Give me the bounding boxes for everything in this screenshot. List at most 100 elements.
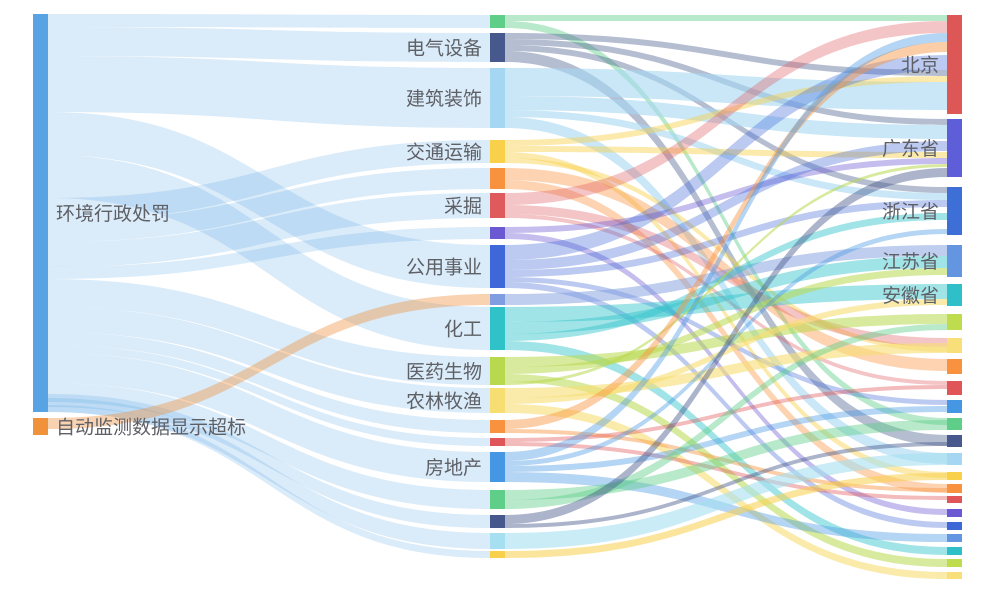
sankey-link-M2-R1[interactable] — [505, 33, 947, 76]
sankey-node-R7[interactable] — [947, 338, 962, 353]
sankey-link-M13-R1[interactable] — [505, 42, 947, 429]
sankey-link-M15-R1[interactable] — [505, 33, 947, 461]
sankey-link-M3-R3[interactable] — [505, 110, 947, 200]
sankey-link-M19-R14[interactable] — [505, 473, 947, 558]
sankey-link-A-M4[interactable] — [48, 140, 490, 221]
sankey-node-M13[interactable] — [490, 420, 505, 433]
sankey-node-M19[interactable] — [490, 551, 505, 558]
sankey-node-R17[interactable] — [947, 509, 962, 517]
sankey-node-M15[interactable] — [490, 452, 505, 482]
sankey-node-R1[interactable] — [947, 15, 962, 114]
sankey-link-M10-R20[interactable] — [505, 341, 947, 555]
sankey-link-A-M16[interactable] — [48, 383, 490, 509]
sankey-link-M1-R11[interactable] — [505, 21, 947, 425]
sankey-link-A-M12[interactable] — [48, 307, 490, 413]
sankey-link-M8-R18[interactable] — [505, 282, 947, 528]
sankey-link-M3-R13[interactable] — [505, 117, 947, 464]
sankey-link-A-M8[interactable] — [48, 112, 490, 288]
sankey-node-R19[interactable] — [947, 534, 962, 542]
sankey-node-M1[interactable] — [490, 15, 505, 28]
sankey-node-R6[interactable] — [947, 314, 962, 330]
sankey-node-R13[interactable] — [947, 453, 962, 465]
sankey-node-M10[interactable] — [490, 307, 505, 350]
sankey-node-M3[interactable] — [490, 68, 505, 128]
sankey-node-R15[interactable] — [947, 484, 962, 493]
sankey-node-M12[interactable] — [490, 388, 505, 413]
sankey-link-M12-R5[interactable] — [505, 299, 947, 404]
sankey-link-M8-R3[interactable] — [505, 200, 947, 277]
sankey-link-M17-R2[interactable] — [505, 168, 947, 524]
sankey-node-R2[interactable] — [947, 119, 962, 177]
sankey-node-R14[interactable] — [947, 472, 962, 480]
sankey-link-M10-R3[interactable] — [505, 213, 947, 341]
sankey-node-R8[interactable] — [947, 359, 962, 374]
sankey-link-A-M13[interactable] — [48, 332, 490, 433]
sankey-link-A-M18[interactable] — [48, 398, 490, 549]
sankey-link-A-M5[interactable] — [48, 168, 490, 242]
sankey-link-M8-R1[interactable] — [505, 55, 947, 260]
sankey-link-M4-R1[interactable] — [505, 76, 947, 146]
sankey-node-R16[interactable] — [947, 496, 962, 503]
sankey-link-M14-R9[interactable] — [505, 385, 947, 442]
sankey-link-A-M19[interactable] — [48, 405, 490, 558]
sankey-link-M6-R1[interactable] — [505, 21, 947, 205]
sankey-node-M4[interactable] — [490, 140, 505, 163]
sankey-link-M17-R12[interactable] — [505, 442, 947, 528]
sankey-link-M11-R2[interactable] — [505, 164, 947, 385]
sankey-node-M6[interactable] — [490, 193, 505, 218]
sankey-link-M4-R14[interactable] — [505, 152, 947, 478]
sankey-link-M11-R21[interactable] — [505, 374, 947, 567]
sankey-link-A-M15[interactable] — [48, 353, 490, 482]
sankey-link-M10-R5[interactable] — [505, 284, 947, 322]
sankey-link-M3-R1[interactable] — [505, 68, 947, 110]
sankey-node-M5[interactable] — [490, 168, 505, 189]
sankey-node-R22[interactable] — [947, 572, 962, 579]
sankey-node-B[interactable] — [33, 418, 48, 435]
sankey-link-A-M1[interactable] — [48, 14, 490, 28]
sankey-node-M2[interactable] — [490, 33, 505, 62]
sankey-node-M14[interactable] — [490, 438, 505, 446]
sankey-link-M16-R11[interactable] — [505, 420, 947, 500]
sankey-link-A-M3[interactable] — [48, 56, 490, 128]
sankey-link-A-M7[interactable] — [48, 227, 490, 279]
sankey-link-M11-R6[interactable] — [505, 314, 947, 367]
sankey-link-B-M9[interactable] — [48, 294, 490, 429]
sankey-node-R11[interactable] — [947, 418, 962, 430]
sankey-link-A-M2[interactable] — [48, 27, 490, 62]
sankey-node-M18[interactable] — [490, 533, 505, 549]
sankey-link-M4-R2[interactable] — [505, 146, 947, 158]
sankey-node-R12[interactable] — [947, 435, 962, 447]
sankey-link-M16-R6[interactable] — [505, 324, 947, 509]
sankey-link-M4-R7[interactable] — [505, 158, 947, 352]
sankey-node-R3[interactable] — [947, 187, 962, 235]
sankey-link-M7-R2[interactable] — [505, 158, 947, 233]
sankey-node-R5[interactable] — [947, 284, 962, 306]
sankey-link-M12-R22[interactable] — [505, 404, 947, 579]
sankey-node-A[interactable] — [33, 14, 48, 412]
sankey-node-R20[interactable] — [947, 547, 962, 555]
sankey-node-M8[interactable] — [490, 245, 505, 288]
sankey-link-A-M10[interactable] — [48, 155, 490, 350]
sankey-link-M13-R15[interactable] — [505, 429, 947, 492]
sankey-link-M15-R10[interactable] — [505, 406, 947, 472]
sankey-link-M2-R12[interactable] — [505, 51, 947, 446]
sankey-node-R10[interactable] — [947, 400, 962, 413]
sankey-node-R4[interactable] — [947, 245, 962, 277]
sankey-node-M9[interactable] — [490, 294, 505, 305]
sankey-node-M17[interactable] — [490, 515, 505, 528]
sankey-link-A-M11[interactable] — [48, 279, 490, 385]
sankey-link-M15-R3[interactable] — [505, 229, 947, 466]
sankey-node-R18[interactable] — [947, 522, 962, 530]
sankey-node-M16[interactable] — [490, 490, 505, 509]
sankey-link-M12-R7[interactable] — [505, 343, 947, 398]
sankey-link-M10-R4[interactable] — [505, 256, 947, 334]
sankey-link-A-M14[interactable] — [48, 345, 490, 446]
sankey-link-M1-R1[interactable] — [505, 15, 947, 21]
sankey-link-M14-R16[interactable] — [505, 442, 947, 500]
sankey-link-A-M17[interactable] — [48, 394, 490, 528]
sankey-link-M18-R13[interactable] — [505, 453, 947, 549]
sankey-node-R21[interactable] — [947, 559, 962, 567]
sankey-link-A-M6[interactable] — [48, 193, 490, 267]
sankey-link-M11-R4[interactable] — [505, 268, 947, 374]
sankey-node-R9[interactable] — [947, 381, 962, 395]
